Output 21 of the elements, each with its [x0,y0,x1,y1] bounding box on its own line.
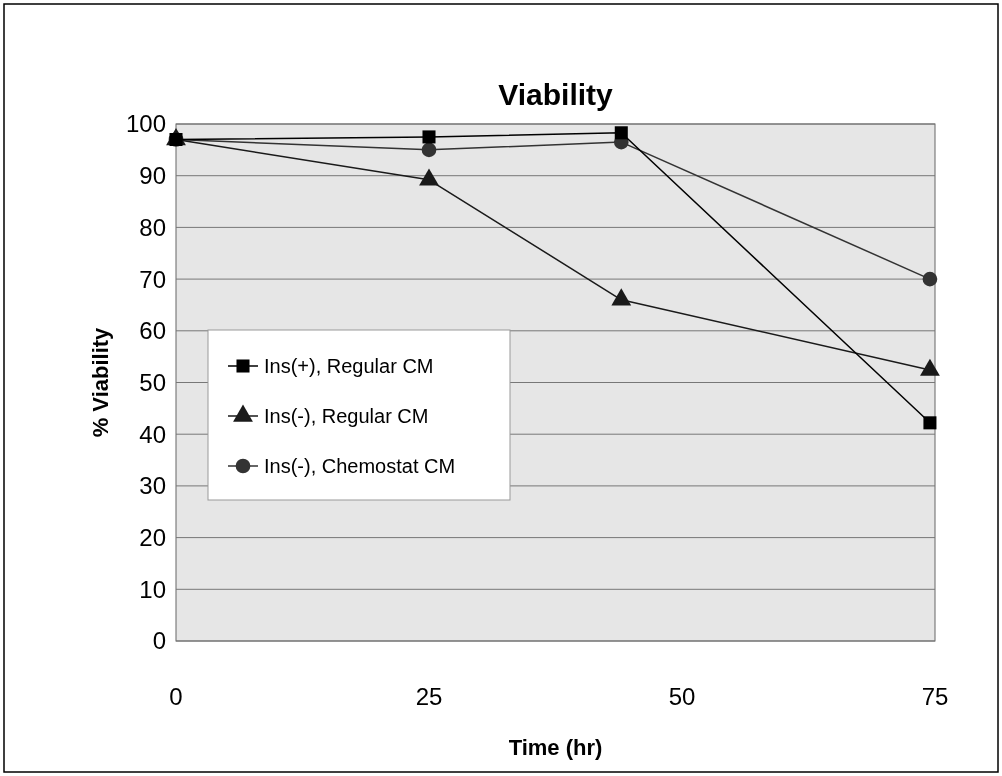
y-tick-label: 100 [125,110,166,138]
y-axis-title: % Viability [88,326,113,438]
x-axis-title: Time (hr) [508,735,603,760]
x-tick-label: 75 [921,683,949,710]
x-tick-label: 25 [415,683,443,710]
legend-label: Ins(-), Chemostat CM [264,455,456,477]
y-tick-label: 90 [139,162,166,190]
x-tick-label: 0 [169,683,183,710]
y-tick-label: 0 [152,627,166,655]
y-tick-label: 40 [139,420,166,448]
legend-label: Ins(+), Regular CM [264,355,434,377]
legend-label: Ins(-), Regular CM [264,405,429,427]
y-tick-label: 70 [139,265,166,293]
x-tick-label: 50 [668,683,696,710]
y-tick-label: 60 [139,317,166,345]
y-tick-label: 30 [139,472,166,500]
y-tick-label: 80 [139,213,166,241]
y-tick-label: 50 [139,368,166,396]
y-tick-label: 10 [139,575,166,603]
y-tick-label: 20 [139,524,166,551]
chart-title: Viability [498,78,614,111]
